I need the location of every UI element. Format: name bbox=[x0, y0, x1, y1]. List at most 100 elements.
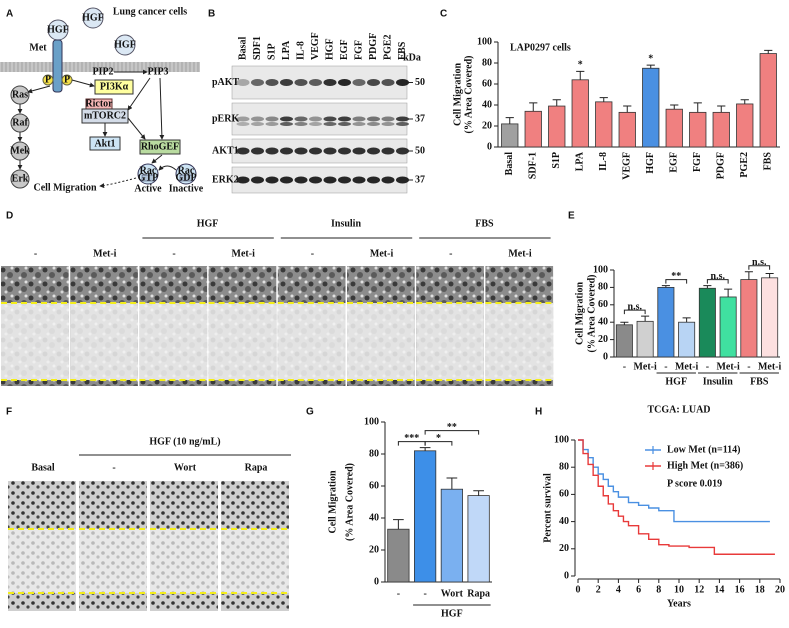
error-bar bbox=[576, 70, 585, 80]
band bbox=[367, 116, 380, 122]
band bbox=[265, 176, 279, 184]
panel-letter: C bbox=[440, 9, 447, 20]
label: Rictor bbox=[85, 98, 113, 109]
y-axis-label: Cell Migration bbox=[574, 282, 585, 345]
x-tick-label: 18 bbox=[755, 584, 765, 595]
membrane bbox=[0, 62, 200, 72]
band bbox=[251, 147, 264, 155]
significance: *** bbox=[404, 433, 419, 444]
phospho bbox=[42, 74, 54, 86]
legend-label: High Met (n=386) bbox=[667, 460, 743, 471]
x-tick-label: - bbox=[623, 361, 626, 372]
wound-area bbox=[139, 303, 208, 380]
label: pERK bbox=[212, 113, 239, 124]
y-tick-label: 100 bbox=[593, 264, 608, 275]
x-tick-label: IL-8 bbox=[598, 152, 609, 171]
label: HGF bbox=[47, 24, 69, 35]
x-tick-label: S1P bbox=[551, 152, 562, 169]
pi3k-box bbox=[94, 79, 134, 95]
arrow bbox=[158, 165, 177, 171]
label: Inactive bbox=[169, 183, 204, 194]
label: - bbox=[449, 248, 452, 259]
group-label: HGF bbox=[665, 376, 687, 387]
band bbox=[236, 147, 250, 155]
band bbox=[265, 116, 279, 122]
bar bbox=[736, 103, 754, 148]
band bbox=[294, 176, 308, 184]
bar bbox=[440, 488, 463, 583]
x-tick-label: - bbox=[706, 361, 709, 372]
error-bar bbox=[620, 321, 629, 325]
x-tick-label: HGF bbox=[645, 152, 656, 174]
label: PIP3 bbox=[147, 66, 168, 77]
x-tick-label: PGE2 bbox=[739, 152, 750, 178]
panel-title: Lung cancer cells bbox=[113, 6, 187, 17]
band bbox=[352, 147, 366, 155]
wound-area bbox=[1, 303, 69, 380]
survival-curve bbox=[578, 439, 770, 523]
arrow bbox=[27, 85, 51, 94]
band bbox=[396, 122, 409, 126]
x-tick-label: 0 bbox=[576, 584, 581, 595]
nucleotide bbox=[179, 174, 193, 182]
x-tick-label: FGF bbox=[692, 152, 703, 172]
band bbox=[396, 79, 409, 86]
label: P bbox=[64, 74, 70, 85]
error-bar bbox=[765, 272, 774, 278]
label: HGF bbox=[82, 12, 104, 23]
label: - bbox=[311, 248, 314, 259]
bar bbox=[642, 67, 660, 148]
label: HGF (10 ng/mL) bbox=[149, 436, 220, 447]
y-tick-label: 0 bbox=[603, 351, 608, 362]
wound-area bbox=[70, 303, 138, 380]
label: Cell Migration bbox=[33, 182, 96, 193]
bar bbox=[571, 79, 589, 148]
label: Met-i bbox=[508, 248, 532, 259]
label: S1P bbox=[266, 43, 277, 60]
band bbox=[323, 147, 337, 155]
bar bbox=[678, 321, 696, 358]
label: SDF1 bbox=[252, 36, 263, 60]
chart-title: LAP0297 cells bbox=[510, 42, 571, 53]
error-bar bbox=[703, 285, 712, 289]
band bbox=[338, 79, 351, 86]
label: EGF bbox=[339, 39, 350, 60]
wound-area bbox=[416, 303, 484, 380]
x-tick-label: Met-i bbox=[716, 361, 740, 372]
x-tick-label: 4 bbox=[616, 584, 621, 595]
band bbox=[280, 176, 293, 184]
band bbox=[381, 116, 395, 122]
error-bar bbox=[740, 99, 749, 104]
label: GDP bbox=[175, 172, 196, 183]
error-bar bbox=[764, 49, 773, 54]
x-tick-label: 8 bbox=[656, 584, 661, 595]
x-tick-label: Met-i bbox=[675, 361, 699, 372]
band bbox=[265, 147, 279, 155]
group-label: FBS bbox=[750, 376, 769, 387]
x-tick-label: 12 bbox=[694, 584, 704, 595]
error-bar bbox=[599, 97, 608, 102]
arrow bbox=[127, 117, 146, 140]
band bbox=[309, 116, 322, 122]
error-bar bbox=[744, 271, 753, 280]
error-bar bbox=[623, 105, 632, 113]
error-bar bbox=[724, 288, 733, 297]
error-bar bbox=[552, 99, 561, 107]
band bbox=[294, 116, 308, 122]
band bbox=[251, 79, 264, 86]
panel-letter: E bbox=[568, 211, 575, 222]
error-bar bbox=[393, 519, 404, 530]
y-tick-label: 80 bbox=[482, 57, 492, 68]
ligand bbox=[82, 7, 104, 29]
band bbox=[280, 147, 293, 155]
band bbox=[323, 79, 337, 86]
panel-letter: H bbox=[535, 407, 542, 418]
band bbox=[381, 176, 395, 184]
label: Rapa bbox=[245, 462, 268, 473]
label: Met-i bbox=[232, 248, 256, 259]
error-bar bbox=[529, 102, 538, 112]
wound-area bbox=[277, 303, 346, 380]
bar bbox=[615, 324, 633, 358]
band bbox=[294, 147, 308, 155]
y-tick-label: 80 bbox=[559, 461, 569, 472]
